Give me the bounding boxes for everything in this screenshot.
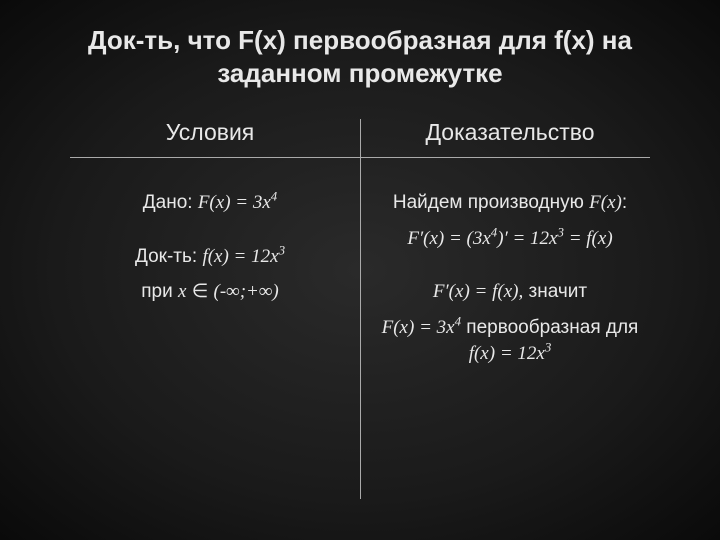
conditions-column: Условия Дано: F(x) = 3x4 Док-ть: f(x) = … — [60, 119, 360, 519]
proof-column: Доказательство Найдем производную F(x): … — [360, 119, 660, 519]
proof2-formula: F′(x) = (3x4)′ = 12x3 = f(x) — [407, 228, 612, 249]
content-area: Условия Дано: F(x) = 3x4 Док-ть: f(x) = … — [60, 119, 660, 519]
given-line: Дано: F(x) = 3x4 — [72, 190, 348, 216]
proof4-text1: первообразная для — [461, 317, 638, 338]
vertical-divider — [360, 119, 361, 499]
slide-title: Док-ть, что F(x) первообразная для f(x) … — [0, 0, 720, 99]
interval-line: при x ∈ (-∞;+∞) — [72, 279, 348, 305]
prove-formula: f(x) = 12x3 — [202, 246, 285, 267]
proof3-formula: F′(x) = f(x), — [433, 281, 523, 302]
proof-line-2: F′(x) = (3x4)′ = 12x3 = f(x) — [372, 226, 648, 252]
proof4-formula1: F(x) = 3x4 — [382, 317, 461, 338]
given-label: Дано: — [143, 192, 198, 213]
proof1-fx: F(x) — [589, 192, 622, 213]
element-of-icon: ∈ — [186, 281, 213, 302]
proof1-text: Найдем производную — [393, 192, 589, 213]
proof-line-1: Найдем производную F(x): — [372, 190, 648, 216]
proof4-formula2: f(x) = 12x3 — [469, 343, 552, 364]
proof3-text: значит — [523, 281, 587, 302]
proof1-colon: : — [622, 192, 627, 213]
interval-label: при — [141, 281, 178, 302]
given-formula: F(x) = 3x4 — [198, 192, 277, 213]
interval-value: (-∞;+∞) — [214, 281, 279, 302]
prove-line: Док-ть: f(x) = 12x3 — [72, 244, 348, 270]
proof-line-4: F(x) = 3x4 первообразная для f(x) = 12x3 — [372, 315, 648, 366]
proof-line-3: F′(x) = f(x), значит — [372, 279, 648, 305]
prove-label: Док-ть: — [135, 246, 202, 267]
proof-header: Доказательство — [372, 119, 648, 152]
conditions-header: Условия — [72, 119, 348, 152]
